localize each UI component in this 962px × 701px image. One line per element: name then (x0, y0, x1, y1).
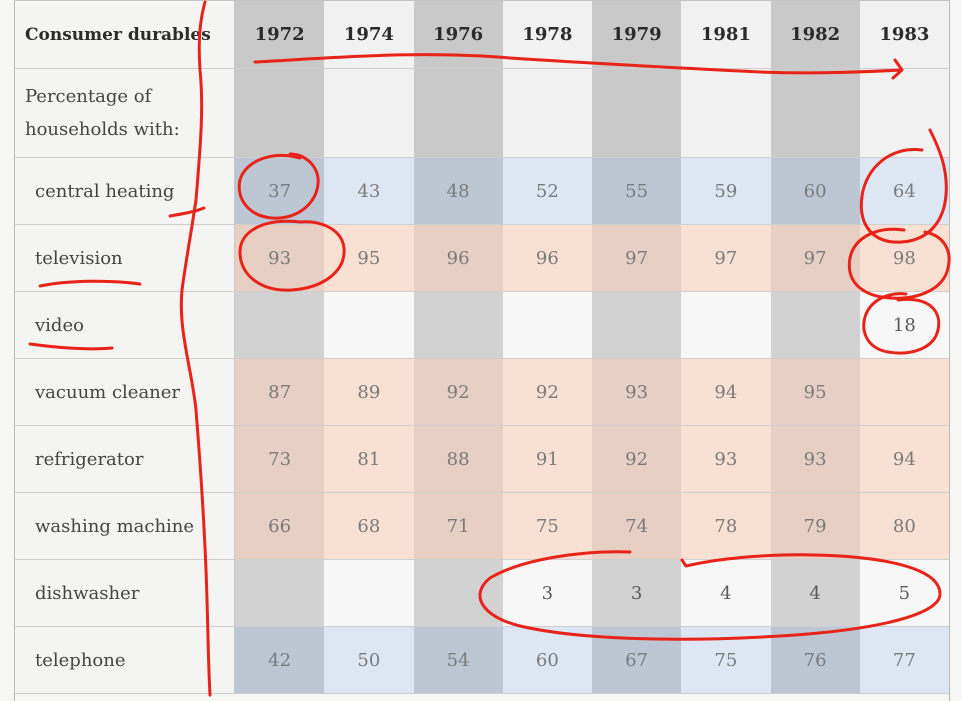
subheader-cell-1982 (770, 69, 860, 158)
value-dishwasher-1981: 4 (681, 560, 771, 627)
value-washing-machine-1983: 80 (859, 493, 949, 560)
value-vacuum-cleaner-1978: 92 (502, 359, 592, 426)
subheader-cell-1976 (413, 69, 503, 158)
value-television-1979: 97 (592, 225, 682, 292)
value-video-1972 (235, 292, 325, 359)
value-washing-machine-1976: 71 (413, 493, 503, 560)
row-label-telephone: telephone (15, 627, 235, 694)
year-header-1981: 1981 (681, 1, 771, 69)
subheader-cell-1981 (681, 69, 771, 158)
value-central-heating-1978: 52 (502, 158, 592, 225)
table-corner-header: Consumer durables (15, 1, 235, 69)
value-central-heating-1979: 55 (592, 158, 682, 225)
value-vacuum-cleaner-1981: 94 (681, 359, 771, 426)
value-refrigerator-1982: 93 (770, 426, 860, 493)
value-refrigerator-1972: 73 (235, 426, 325, 493)
row-label-video: video (15, 292, 235, 359)
value-video-1983: 18 (859, 292, 949, 359)
value-washing-machine-1981: 78 (681, 493, 771, 560)
value-television-1981: 97 (681, 225, 771, 292)
row-label-washing-machine: washing machine (15, 493, 235, 560)
value-television-1974: 95 (324, 225, 414, 292)
value-refrigerator-1979: 92 (592, 426, 682, 493)
value-telephone-1976: 54 (413, 627, 503, 694)
row-label-refrigerator: refrigerator (15, 426, 235, 493)
subheader-cell-1983 (859, 69, 949, 158)
value-vacuum-cleaner-1972: 87 (235, 359, 325, 426)
year-header-1974: 1974 (324, 1, 414, 69)
value-dishwasher-1974 (324, 560, 414, 627)
value-telephone-1974: 50 (324, 627, 414, 694)
value-dishwasher-1978: 3 (502, 560, 592, 627)
year-header-1983: 1983 (859, 1, 949, 69)
value-television-1976: 96 (413, 225, 503, 292)
value-refrigerator-1981: 93 (681, 426, 771, 493)
value-television-1972: 93 (235, 225, 325, 292)
year-header-1976: 1976 (413, 1, 503, 69)
value-central-heating-1982: 60 (770, 158, 860, 225)
value-video-1981 (681, 292, 771, 359)
value-video-1974 (324, 292, 414, 359)
value-washing-machine-1982: 79 (770, 493, 860, 560)
value-refrigerator-1974: 81 (324, 426, 414, 493)
value-vacuum-cleaner-1976: 92 (413, 359, 503, 426)
value-central-heating-1972: 37 (235, 158, 325, 225)
subheader-cell-1979 (592, 69, 682, 158)
value-telephone-1978: 60 (502, 627, 592, 694)
value-central-heating-1983: 64 (859, 158, 949, 225)
value-washing-machine-1972: 66 (235, 493, 325, 560)
value-video-1982 (770, 292, 860, 359)
row-label-dishwasher: dishwasher (15, 560, 235, 627)
value-television-1982: 97 (770, 225, 860, 292)
value-washing-machine-1978: 75 (502, 493, 592, 560)
value-telephone-1979: 67 (592, 627, 682, 694)
year-header-1972: 1972 (235, 1, 325, 69)
value-vacuum-cleaner-1982: 95 (770, 359, 860, 426)
value-dishwasher-1972 (235, 560, 325, 627)
subheader-cell-1978 (502, 69, 592, 158)
consumer-durables-table: Consumer durables 1972 1974 1976 1978 1979 198… (14, 0, 950, 701)
year-header-1978: 1978 (502, 1, 592, 69)
value-video-1976 (413, 292, 503, 359)
value-telephone-1982: 76 (770, 627, 860, 694)
value-refrigerator-1976: 88 (413, 426, 503, 493)
value-washing-machine-1974: 68 (324, 493, 414, 560)
row-label-vacuum-cleaner: vacuum cleaner (15, 359, 235, 426)
row-label-television: television (15, 225, 235, 292)
value-refrigerator-1978: 91 (502, 426, 592, 493)
value-vacuum-cleaner-1974: 89 (324, 359, 414, 426)
value-refrigerator-1983: 94 (859, 426, 949, 493)
value-television-1978: 96 (502, 225, 592, 292)
value-washing-machine-1979: 74 (592, 493, 682, 560)
subheader-cell-1974 (324, 69, 414, 158)
value-central-heating-1974: 43 (324, 158, 414, 225)
value-central-heating-1981: 59 (681, 158, 771, 225)
subheader-cell-1972 (235, 69, 325, 158)
value-television-1983: 98 (859, 225, 949, 292)
row-label-central-heating: central heating (15, 158, 235, 225)
value-vacuum-cleaner-1979: 93 (592, 359, 682, 426)
value-telephone-1981: 75 (681, 627, 771, 694)
value-central-heating-1976: 48 (413, 158, 503, 225)
value-dishwasher-1982: 4 (770, 560, 860, 627)
year-header-1979: 1979 (592, 1, 682, 69)
value-telephone-1983: 77 (859, 627, 949, 694)
value-video-1979 (592, 292, 682, 359)
value-dishwasher-1983: 5 (859, 560, 949, 627)
value-dishwasher-1979: 3 (592, 560, 682, 627)
year-header-1982: 1982 (770, 1, 860, 69)
value-telephone-1972: 42 (235, 627, 325, 694)
table-subheader: Percentage of households with: (15, 69, 235, 158)
value-dishwasher-1976 (413, 560, 503, 627)
value-vacuum-cleaner-1983 (859, 359, 949, 426)
value-video-1978 (502, 292, 592, 359)
